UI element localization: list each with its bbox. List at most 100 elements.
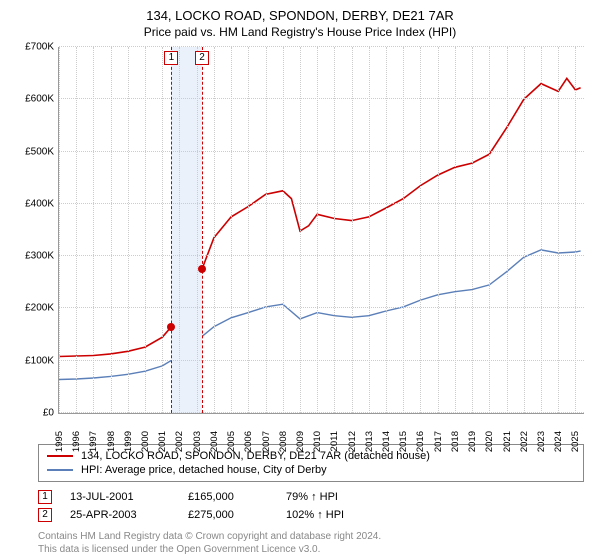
sales-date: 13-JUL-2001 <box>70 491 170 503</box>
footer-line-2: This data is licensed under the Open Gov… <box>38 543 584 556</box>
sale-marker-dot <box>198 265 206 273</box>
x-axis-label: 2016 <box>415 431 426 452</box>
y-axis-label: £500K <box>10 146 54 157</box>
x-axis-label: 1995 <box>54 431 65 452</box>
y-axis-label: £600K <box>10 94 54 105</box>
legend-label: HPI: Average price, detached house, City… <box>81 464 327 476</box>
gridline-v <box>541 47 542 413</box>
sales-row: 1 13-JUL-2001 £165,000 79% ↑ HPI <box>38 488 584 506</box>
gridline-v <box>111 47 112 413</box>
gridline-v <box>179 47 180 413</box>
x-axis-label: 2019 <box>467 431 478 452</box>
plot-region: 12 <box>58 47 584 414</box>
gridline-v <box>214 47 215 413</box>
x-axis-label: 2020 <box>484 431 495 452</box>
sale-marker-dot <box>167 323 175 331</box>
gridline-v <box>420 47 421 413</box>
gridline-v <box>248 47 249 413</box>
chart-container: 134, LOCKO ROAD, SPONDON, DERBY, DE21 7A… <box>0 0 600 560</box>
gridline-v <box>128 47 129 413</box>
gridline-h <box>59 46 584 47</box>
gridline-v <box>59 47 60 413</box>
x-axis-label: 1998 <box>106 431 117 452</box>
gridline-h <box>59 412 584 413</box>
x-axis-label: 2021 <box>502 431 513 452</box>
x-axis-label: 2010 <box>312 431 323 452</box>
gridline-v <box>575 47 576 413</box>
x-axis-label: 2023 <box>536 431 547 452</box>
chart-title: 134, LOCKO ROAD, SPONDON, DERBY, DE21 7A… <box>10 8 590 23</box>
gridline-v <box>334 47 335 413</box>
gridline-v <box>76 47 77 413</box>
line-layer <box>59 47 584 413</box>
x-axis-label: 2001 <box>157 431 168 452</box>
sales-marker-icon: 1 <box>38 490 52 504</box>
x-axis-label: 2007 <box>261 431 272 452</box>
gridline-h <box>59 360 584 361</box>
title-block: 134, LOCKO ROAD, SPONDON, DERBY, DE21 7A… <box>10 8 590 39</box>
x-axis-label: 2012 <box>347 431 358 452</box>
x-axis-label: 2008 <box>278 431 289 452</box>
gridline-v <box>93 47 94 413</box>
x-axis-label: 1996 <box>71 431 82 452</box>
y-axis-label: £700K <box>10 42 54 53</box>
sales-price: £165,000 <box>188 491 268 503</box>
gridline-h <box>59 255 584 256</box>
legend-block: 134, LOCKO ROAD, SPONDON, DERBY, DE21 7A… <box>38 444 584 556</box>
sale-marker-line <box>171 47 172 413</box>
y-axis-label: £200K <box>10 303 54 314</box>
gridline-v <box>524 47 525 413</box>
x-axis-label: 2024 <box>553 431 564 452</box>
x-axis-label: 2011 <box>329 431 340 451</box>
legend-swatch <box>47 455 73 457</box>
gridline-v <box>455 47 456 413</box>
sales-hpi: 79% ↑ HPI <box>286 491 338 503</box>
gridline-v <box>558 47 559 413</box>
x-axis-label: 2015 <box>398 431 409 452</box>
x-axis-label: 1997 <box>88 431 99 452</box>
x-axis-label: 1999 <box>123 431 134 452</box>
x-axis-label: 2002 <box>174 431 185 452</box>
gridline-v <box>352 47 353 413</box>
series-property <box>59 78 581 356</box>
sales-row: 2 25-APR-2003 £275,000 102% ↑ HPI <box>38 506 584 524</box>
x-axis-label: 2003 <box>192 431 203 452</box>
x-axis-label: 2017 <box>433 431 444 452</box>
y-axis-label: £100K <box>10 355 54 366</box>
gridline-v <box>300 47 301 413</box>
x-axis-label: 2009 <box>295 431 306 452</box>
gridline-v <box>369 47 370 413</box>
sale-marker-box: 1 <box>164 51 178 65</box>
y-axis-label: £0 <box>10 408 54 419</box>
gridline-v <box>507 47 508 413</box>
footer-line-1: Contains HM Land Registry data © Crown c… <box>38 530 584 543</box>
gridline-h <box>59 203 584 204</box>
gridline-v <box>386 47 387 413</box>
gridline-v <box>162 47 163 413</box>
gridline-v <box>438 47 439 413</box>
x-axis-label: 2018 <box>450 431 461 452</box>
x-axis-label: 2000 <box>140 431 151 452</box>
x-axis-label: 2004 <box>209 431 220 452</box>
y-axis-label: £400K <box>10 198 54 209</box>
gridline-h <box>59 307 584 308</box>
gridline-v <box>472 47 473 413</box>
sales-hpi: 102% ↑ HPI <box>286 509 344 521</box>
gridline-v <box>403 47 404 413</box>
legend-row: HPI: Average price, detached house, City… <box>47 463 575 477</box>
gridline-v <box>283 47 284 413</box>
x-axis-label: 2013 <box>364 431 375 452</box>
x-axis-label: 2006 <box>243 431 254 452</box>
gridline-v <box>317 47 318 413</box>
y-axis-label: £300K <box>10 251 54 262</box>
legend-swatch <box>47 469 73 471</box>
sales-date: 25-APR-2003 <box>70 509 170 521</box>
gridline-h <box>59 151 584 152</box>
gridline-v <box>266 47 267 413</box>
x-axis-label: 2025 <box>570 431 581 452</box>
sales-table: 1 13-JUL-2001 £165,000 79% ↑ HPI 2 25-APR-200… <box>38 488 584 524</box>
gridline-v <box>145 47 146 413</box>
sales-marker-icon: 2 <box>38 508 52 522</box>
x-axis-label: 2022 <box>519 431 530 452</box>
sales-price: £275,000 <box>188 509 268 521</box>
